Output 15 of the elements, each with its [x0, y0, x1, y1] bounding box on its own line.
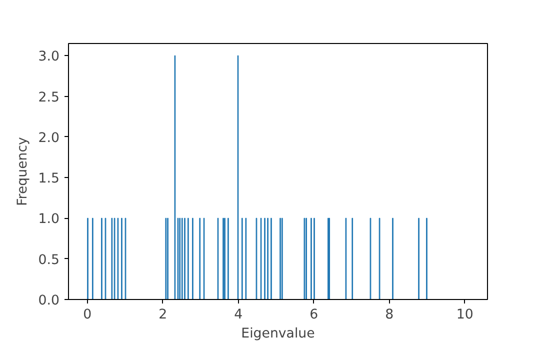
x-tick-label: 0	[83, 308, 92, 322]
y-tick-label: 1.0	[38, 212, 60, 228]
x-tick-label: 10	[456, 308, 474, 322]
x-tick-label: 2	[158, 308, 168, 322]
x-tick-label: 8	[385, 308, 394, 322]
y-tick-label: 2.0	[38, 130, 60, 146]
y-axis-title: Frequency	[15, 136, 30, 206]
y-tick-label: 0.5	[38, 252, 60, 268]
y-tick-label: 3.0	[38, 50, 60, 65]
y-tick-label: 1.5	[38, 172, 60, 187]
y-tick-label: 2.5	[38, 90, 60, 106]
y-tick-label: 0.0	[38, 294, 60, 308]
x-axis-title: Eigenvalue	[241, 326, 315, 342]
x-tick-label: 4	[234, 308, 243, 322]
x-tick-label: 6	[310, 308, 318, 322]
